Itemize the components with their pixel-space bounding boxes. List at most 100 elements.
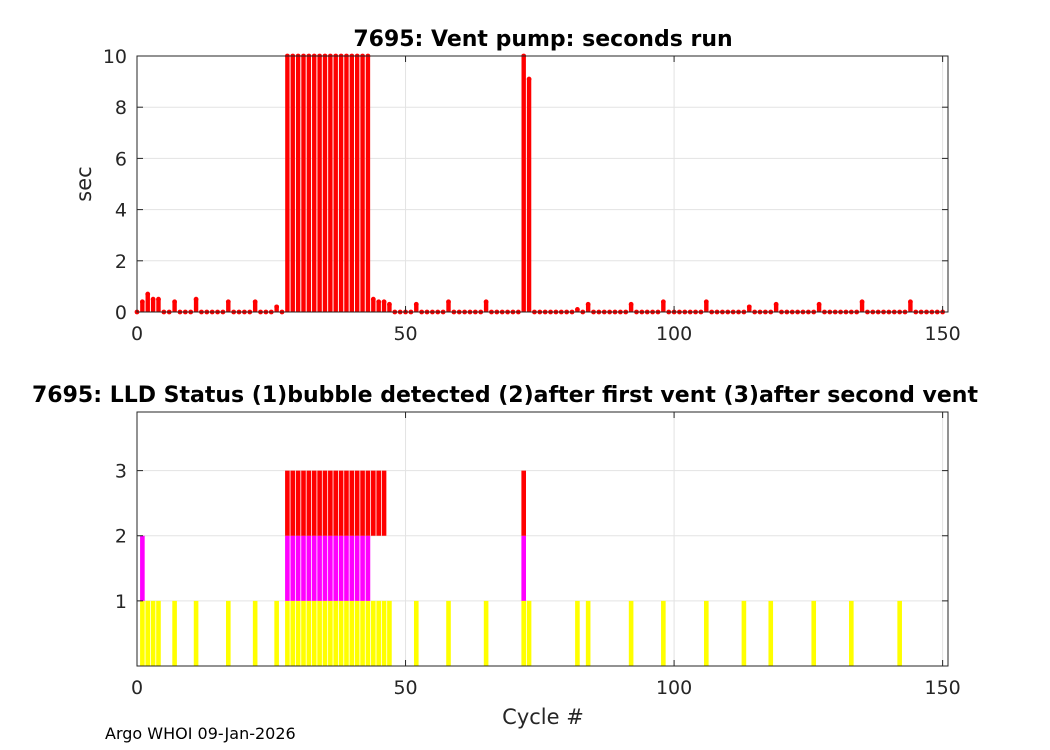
bar [859, 301, 865, 312]
bar [295, 56, 301, 312]
status-bar-3 [365, 470, 371, 536]
bar [628, 304, 634, 312]
bar [333, 56, 338, 312]
bar [312, 56, 317, 312]
data-point [746, 304, 752, 310]
status-bar-1 [328, 600, 333, 666]
y-tick-label: 4 [115, 200, 127, 222]
bar [306, 56, 312, 312]
bar [585, 304, 591, 312]
data-point [628, 301, 634, 307]
status-bar-2 [333, 535, 339, 601]
status-bar-3 [301, 470, 306, 536]
status-bar-1 [285, 600, 290, 666]
status-bar-3 [381, 470, 387, 536]
status-bar-2 [140, 535, 145, 601]
bar [414, 304, 419, 312]
data-point [370, 296, 376, 302]
status-bar-1 [317, 600, 322, 666]
status-bar-1 [704, 600, 709, 666]
status-bar-3 [322, 470, 328, 536]
plot-area [137, 412, 948, 666]
status-bar-2 [290, 535, 296, 601]
ticks: 0 50 100 150 0 2 4 6 8 10 [103, 46, 961, 345]
x-tick-label: 150 [924, 323, 960, 345]
status-bar-2 [354, 535, 360, 601]
status-bar-3 [376, 470, 381, 536]
status-bar-1 [349, 600, 355, 666]
bar [747, 306, 752, 312]
status-bar-1 [360, 600, 365, 666]
status-bar-3 [521, 470, 527, 536]
chart-title: 7695: LLD Status (1)bubble detected (2)a… [32, 383, 978, 408]
bar [338, 56, 344, 312]
data-point [225, 299, 231, 305]
status-bar-1 [376, 600, 381, 666]
y-tick-label: 1 [115, 591, 127, 613]
status-bar-1 [145, 600, 151, 666]
status-bar-1 [628, 600, 634, 666]
status-bar-1 [311, 600, 317, 666]
status-bar-1 [156, 600, 161, 666]
status-bar-2 [360, 535, 365, 601]
data-point [660, 299, 666, 305]
status-bar-1 [413, 600, 419, 666]
bar [521, 56, 526, 312]
status-bar-1 [295, 600, 301, 666]
status-bar-1 [741, 600, 747, 666]
bar [274, 306, 279, 312]
data-point [703, 299, 709, 305]
bar [328, 56, 333, 312]
status-bar-2 [338, 535, 344, 601]
status-bar-1 [585, 600, 591, 666]
axes-box [136, 55, 949, 313]
status-bar-1 [322, 600, 328, 666]
x-axis-label: Cycle # [502, 705, 584, 729]
status-bar-1 [172, 600, 177, 666]
data-point [526, 76, 532, 82]
status-bar-2 [306, 535, 312, 601]
axes-box [136, 411, 949, 667]
chart-title: 7695: Vent pump: seconds run [353, 27, 732, 52]
bar [365, 56, 371, 312]
data-point [156, 296, 161, 302]
data-point [575, 307, 580, 312]
grid [137, 56, 948, 312]
bar [193, 299, 199, 312]
status-bar-1 [371, 600, 376, 666]
status-bar-2 [344, 535, 349, 601]
status-bar-1 [226, 600, 231, 666]
status-bar-3 [306, 470, 312, 536]
x-tick-label: 50 [393, 677, 417, 699]
status-bar-3 [360, 470, 365, 536]
y-tick-label: 3 [115, 461, 127, 483]
status-bar-1 [381, 600, 387, 666]
status-bar-1 [252, 600, 258, 666]
status-bar-1 [811, 600, 817, 666]
vent-pump-panel: 0 50 100 150 0 2 4 6 8 10 7695: Vent pump: second… [72, 27, 961, 345]
status-bar-1 [526, 600, 532, 666]
status-bar-2 [365, 535, 371, 601]
status-bar-2 [322, 535, 328, 601]
bar [226, 301, 231, 312]
bar [349, 56, 355, 312]
status-bar-1 [344, 600, 349, 666]
y-tick-label: 6 [115, 148, 127, 170]
status-bar-1 [446, 600, 451, 666]
data-point [483, 299, 489, 305]
y-tick-label: 0 [115, 302, 127, 324]
status-bar-1 [897, 600, 902, 666]
bar [145, 294, 150, 312]
bar [661, 301, 666, 312]
status-bar-2 [285, 535, 290, 601]
status-bar-3 [328, 470, 333, 536]
status-bar-3 [371, 470, 376, 536]
bar [285, 56, 290, 312]
bar [773, 304, 779, 312]
status-bar-1 [768, 600, 774, 666]
bar [140, 301, 145, 312]
status-bar-3 [295, 470, 301, 536]
data-point [387, 301, 392, 307]
bar [446, 301, 451, 312]
